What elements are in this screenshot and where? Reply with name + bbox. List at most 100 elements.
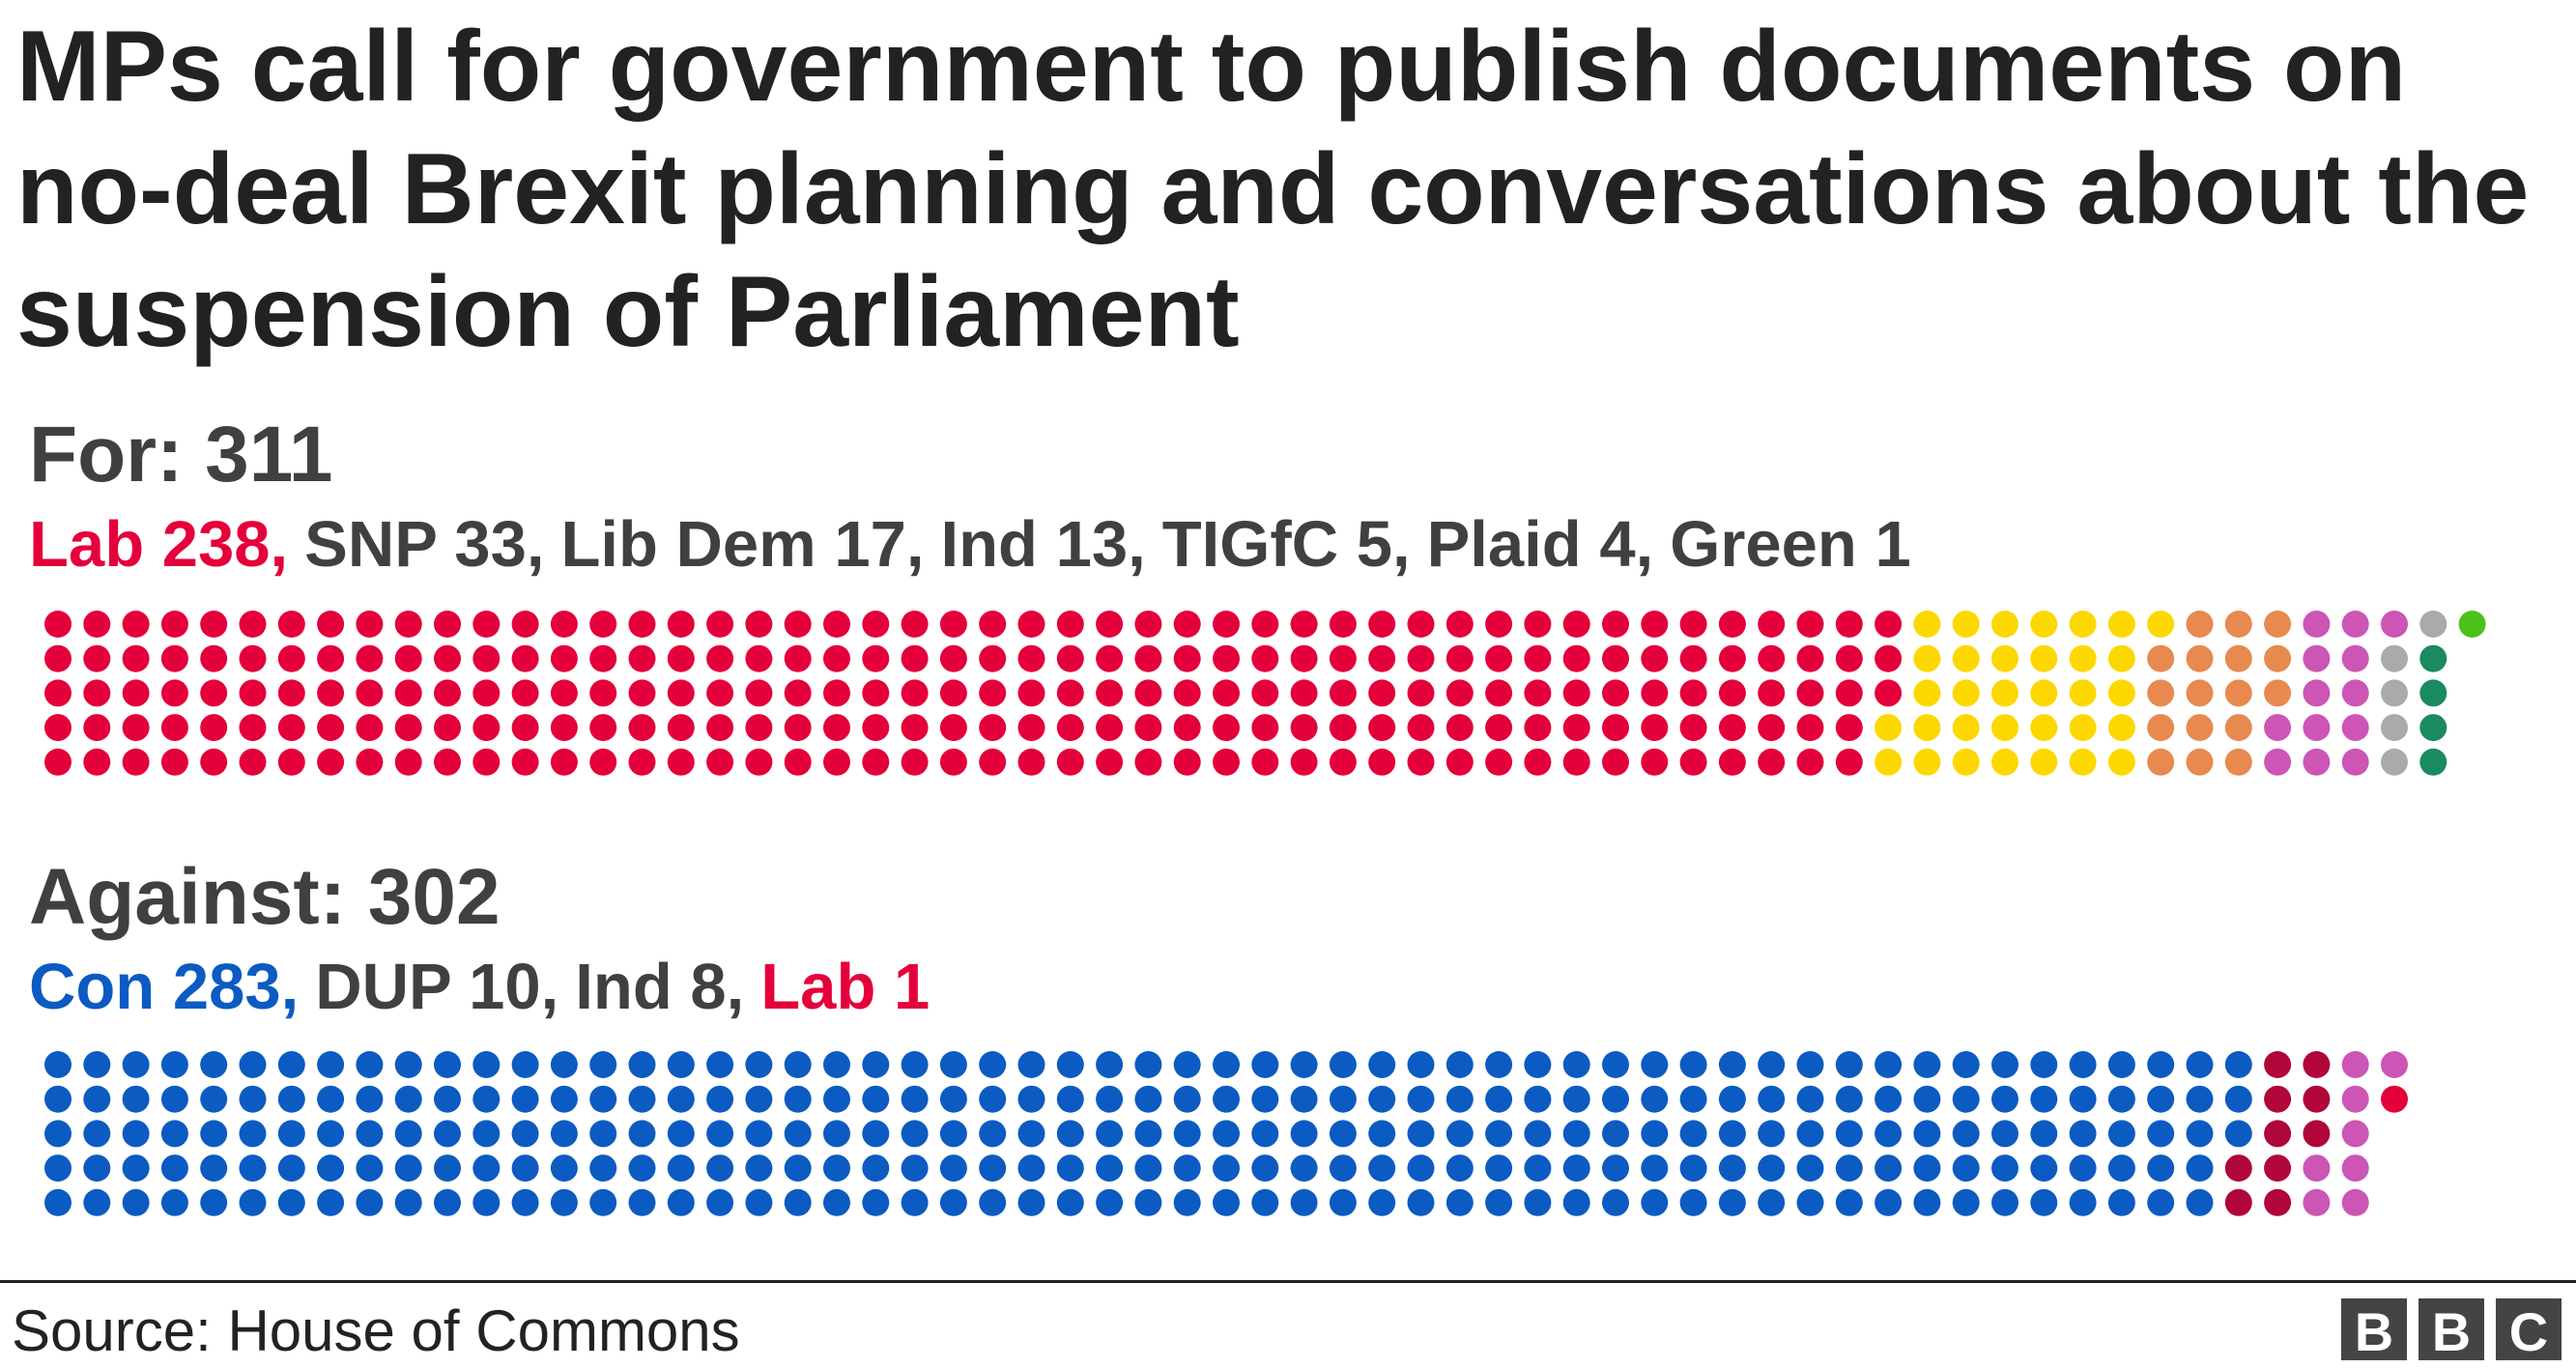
- seat-dot: [2147, 1120, 2175, 1148]
- seat-dot: [1056, 1051, 1084, 1078]
- seat-dot: [1602, 644, 1629, 672]
- seat-dot: [2030, 748, 2058, 776]
- seat-dot: [277, 611, 305, 638]
- seat-dot: [1718, 714, 1746, 742]
- seat-dot: [2147, 611, 2175, 638]
- seat-dot: [1875, 1085, 1903, 1113]
- seat-dot: [472, 611, 501, 638]
- seat-dot: [1562, 1085, 1590, 1113]
- seat-dot: [434, 1051, 461, 1078]
- seat-dot: [1679, 1051, 1707, 1078]
- seat-dot: [589, 1120, 617, 1148]
- seat-dot: [1524, 679, 1552, 707]
- seat-dot: [862, 1051, 890, 1078]
- seat-dot: [1679, 679, 1707, 707]
- seat-dot: [1485, 748, 1513, 776]
- seat-dot: [356, 1154, 384, 1183]
- seat-dot: [2264, 714, 2292, 742]
- seat-dot: [1017, 644, 1045, 672]
- seat-dot: [1485, 1120, 1513, 1148]
- seat-dot: [2107, 1154, 2135, 1183]
- seat-dot: [1173, 644, 1201, 672]
- seat-dot: [2303, 714, 2331, 742]
- seat-dot: [511, 679, 539, 707]
- legend-entry: Con 283,: [29, 951, 300, 1023]
- seat-dot: [1641, 1154, 1669, 1183]
- seat-dot: [2381, 1051, 2408, 1078]
- seat-dot: [1718, 1120, 1746, 1148]
- seat-dot: [1718, 679, 1746, 707]
- seat-dot: [1173, 714, 1201, 742]
- seat-dot: [979, 1154, 1007, 1183]
- seat-dot: [823, 1154, 850, 1183]
- seat-dot: [1796, 1051, 1824, 1078]
- seat-dot: [2381, 1085, 2408, 1113]
- seat-dot: [706, 644, 734, 672]
- seat-dot: [667, 679, 695, 707]
- seat-dot: [667, 611, 695, 638]
- legend-entry: Ind 8,: [575, 951, 745, 1023]
- seat-dot: [1952, 611, 1980, 638]
- seat-dot: [862, 1188, 890, 1216]
- seat-dot: [1485, 714, 1513, 742]
- seat-dot: [2264, 1120, 2292, 1148]
- seat-dot: [939, 611, 967, 638]
- seat-dot: [939, 1154, 967, 1183]
- seat-dot: [394, 611, 422, 638]
- seat-dot: [2303, 644, 2331, 672]
- seat-dot: [2147, 1154, 2175, 1183]
- seat-dot: [862, 748, 890, 776]
- seat-dot: [472, 679, 501, 707]
- seat-dot: [1796, 714, 1824, 742]
- seat-dot: [394, 644, 422, 672]
- seat-dot: [1368, 679, 1396, 707]
- seat-dot: [1290, 1120, 1318, 1148]
- seat-dot: [1329, 748, 1357, 776]
- seat-dot: [1602, 1188, 1629, 1216]
- seat-dot: [1875, 1051, 1903, 1078]
- seat-dot: [1329, 1154, 1357, 1183]
- seat-dot: [434, 1188, 461, 1216]
- legend-entry: SNP 33,: [304, 508, 545, 581]
- seat-dot: [1017, 1188, 1045, 1216]
- seat-dot: [239, 748, 267, 776]
- seat-dot: [1991, 611, 2018, 638]
- seat-dot: [550, 714, 578, 742]
- seat-dot: [1562, 1120, 1590, 1148]
- seat-dot: [628, 714, 656, 742]
- legend-entry: DUP 10,: [315, 951, 559, 1023]
- seat-dot: [1562, 748, 1590, 776]
- seat-dot: [122, 1154, 150, 1183]
- seat-dot: [1096, 644, 1124, 672]
- seat-dot: [1524, 1051, 1552, 1078]
- seat-dot: [1991, 1188, 2018, 1216]
- seat-dot: [1875, 1188, 1903, 1216]
- seat-dot: [1485, 611, 1513, 638]
- seat-dot: [667, 1120, 695, 1148]
- seat-dot: [1485, 1051, 1513, 1078]
- seat-dot: [511, 1085, 539, 1113]
- seat-dot: [2224, 1154, 2252, 1183]
- seat-dot: [1679, 1154, 1707, 1183]
- seat-dot: [2419, 679, 2447, 707]
- seat-dot: [1758, 714, 1786, 742]
- seat-dot: [628, 748, 656, 776]
- seat-dot: [1562, 611, 1590, 638]
- seat-dot: [317, 644, 345, 672]
- seat-dot: [1524, 611, 1552, 638]
- seat-dot: [823, 748, 850, 776]
- seat-dot: [1913, 1085, 1941, 1113]
- seat-dot: [1952, 1051, 1980, 1078]
- seat-dot: [1407, 1154, 1435, 1183]
- seat-dot: [2107, 1188, 2135, 1216]
- seat-dot: [1056, 1120, 1084, 1148]
- seat-dot: [2341, 1120, 2369, 1148]
- seat-dot: [2303, 611, 2331, 638]
- seat-dot: [1913, 714, 1941, 742]
- seat-dot: [394, 1154, 422, 1183]
- seat-dot: [1835, 748, 1863, 776]
- seat-dot: [939, 1051, 967, 1078]
- seat-dot: [2381, 611, 2408, 638]
- seat-dot: [745, 611, 773, 638]
- seat-dot: [434, 1085, 461, 1113]
